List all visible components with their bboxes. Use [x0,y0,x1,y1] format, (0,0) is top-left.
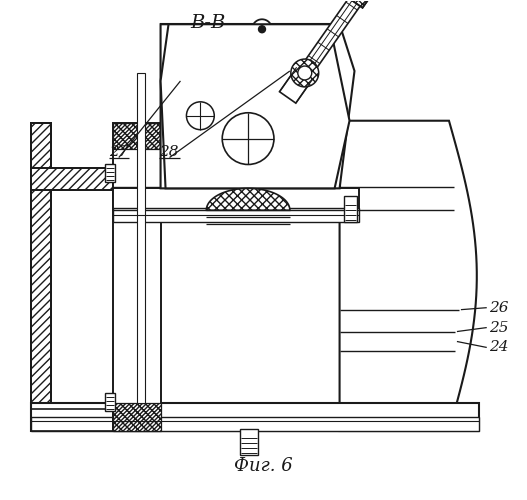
Text: 26: 26 [489,300,508,314]
Text: 28: 28 [159,144,178,158]
Circle shape [252,20,272,39]
Polygon shape [161,24,349,188]
Bar [240,429,258,455]
Polygon shape [279,68,313,103]
Bar [344,196,357,222]
Bar [31,403,479,431]
Bar [169,31,329,180]
Circle shape [291,59,319,87]
Bar [31,409,113,431]
Bar [136,73,145,403]
Bar [113,208,359,222]
Polygon shape [206,188,290,210]
Bar [31,417,479,431]
Bar [31,122,51,431]
Polygon shape [339,120,477,431]
Text: 27: 27 [109,144,129,158]
Polygon shape [299,0,376,77]
Text: В-В: В-В [190,14,226,32]
Bar [105,393,115,411]
Text: Фиг. 6: Фиг. 6 [233,457,292,475]
Circle shape [187,102,214,130]
Text: 24: 24 [489,340,508,354]
Bar [105,164,115,182]
Bar [113,403,161,431]
Bar [31,409,113,431]
Text: 25: 25 [489,320,508,334]
Bar [113,188,359,210]
Circle shape [222,113,274,164]
Bar [31,122,51,431]
Polygon shape [346,0,395,8]
Bar [113,122,161,431]
Circle shape [298,66,312,80]
Bar [31,168,113,190]
Circle shape [259,26,266,32]
Bar [31,168,113,190]
Bar [161,24,339,188]
Polygon shape [161,24,355,188]
Bar [113,122,161,148]
